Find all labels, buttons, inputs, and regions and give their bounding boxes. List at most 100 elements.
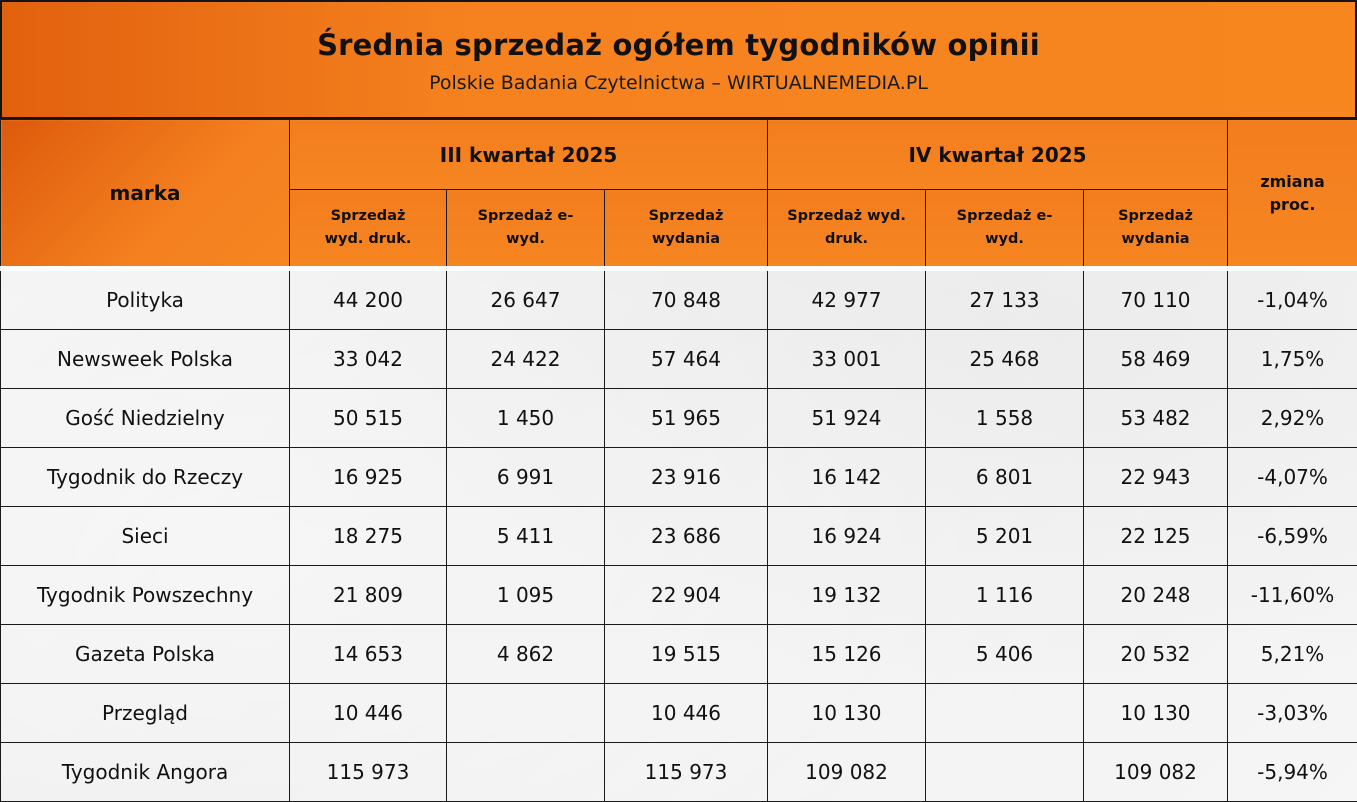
value-cell: 5 406	[925, 624, 1085, 684]
change-cell: -11,60%	[1227, 565, 1357, 625]
sub-column-header-line: wyd. druk.	[324, 231, 412, 247]
value-cell: 22 125	[1083, 506, 1229, 566]
table-body: Polityka 44 200 26 647 70 848 42 977 27 133 70…	[0, 266, 1357, 802]
header-row-subcolumns: Sprzedaż wyd. druk. Sprzedaż e-wyd. Sprzeda…	[1, 189, 1357, 269]
change-header-line-2: proc.	[1269, 195, 1316, 214]
change-cell: -3,03%	[1227, 683, 1357, 743]
value-cell: 19 132	[767, 565, 927, 625]
brand-cell: Przegląd	[0, 683, 290, 743]
brand-cell: Tygodnik Powszechny	[0, 565, 290, 625]
change-cell: 1,75%	[1227, 329, 1357, 389]
brand-cell: Sieci	[0, 506, 290, 566]
sales-table: marka III kwartał 2025 IV kwartał 2025 z…	[0, 119, 1357, 802]
value-cell: 15 126	[767, 624, 927, 684]
brand-cell: Gość Niedzielny	[0, 388, 290, 448]
value-cell: 1 558	[925, 388, 1085, 448]
value-cell: 58 469	[1083, 329, 1229, 389]
value-cell: 5 201	[925, 506, 1085, 566]
change-cell: -1,04%	[1227, 266, 1357, 330]
value-cell	[446, 742, 605, 802]
change-cell: -5,94%	[1227, 742, 1357, 802]
value-cell: 1 116	[925, 565, 1085, 625]
table-row: Tygodnik Angora 115 973 115 973 109 082 109 …	[0, 742, 1357, 802]
sub-column-header-line: wydania	[1121, 231, 1190, 247]
value-cell: 115 973	[289, 742, 447, 802]
sub-column-header-line: wyd.	[506, 231, 545, 247]
change-cell: -4,07%	[1227, 447, 1357, 507]
value-cell: 10 446	[603, 683, 769, 743]
value-cell: 14 653	[289, 624, 447, 684]
sub-column-header-line: Sprzedaż wyd.	[787, 208, 906, 224]
sub-column-header: Sprzedaż wydania	[603, 189, 769, 269]
change-column-header: zmiana proc.	[1227, 119, 1357, 269]
change-cell: 5,21%	[1227, 624, 1357, 684]
value-cell: 1 095	[446, 565, 605, 625]
value-cell: 33 042	[289, 329, 447, 389]
value-cell: 22 943	[1083, 447, 1229, 507]
change-header-line-1: zmiana	[1260, 172, 1325, 191]
sub-column-header-line: wydania	[651, 231, 721, 247]
value-cell: 20 532	[1083, 624, 1229, 684]
table-row: Newsweek Polska 33 042 24 422 57 464 33 001 2…	[0, 329, 1357, 389]
chart-title: Średnia sprzedaż ogółem tygodników opini…	[317, 28, 1040, 62]
value-cell: 21 809	[289, 565, 447, 625]
value-cell: 20 248	[1083, 565, 1229, 625]
value-cell: 57 464	[603, 329, 769, 389]
value-cell: 16 142	[767, 447, 927, 507]
value-cell: 25 468	[925, 329, 1085, 389]
brand-cell: Tygodnik Angora	[0, 742, 290, 802]
value-cell: 51 924	[767, 388, 927, 448]
value-cell: 10 130	[1083, 683, 1229, 743]
value-cell: 22 904	[603, 565, 769, 625]
value-cell: 27 133	[925, 266, 1085, 330]
sub-column-header: Sprzedaż wyd. druk.	[289, 189, 447, 269]
brand-cell: Polityka	[0, 266, 290, 330]
value-cell: 109 082	[1083, 742, 1229, 802]
value-cell: 44 200	[289, 266, 447, 330]
change-cell: 2,92%	[1227, 388, 1357, 448]
value-cell: 53 482	[1083, 388, 1229, 448]
sub-column-header-line: wyd.	[985, 231, 1024, 247]
sub-column-header: Sprzedaż e-wyd.	[925, 189, 1085, 269]
brand-cell: Tygodnik do Rzeczy	[0, 447, 290, 507]
value-cell: 6 991	[446, 447, 605, 507]
quarter-header-q4: IV kwartał 2025	[767, 119, 1229, 190]
value-cell: 10 446	[289, 683, 447, 743]
change-cell: -6,59%	[1227, 506, 1357, 566]
title-banner: Średnia sprzedaż ogółem tygodników opini…	[0, 0, 1357, 119]
sub-column-header-line: Sprzedaż e-	[477, 208, 574, 224]
value-cell: 19 515	[603, 624, 769, 684]
quarter-header-q3: III kwartał 2025	[288, 119, 769, 190]
value-cell: 70 110	[1083, 266, 1229, 330]
sub-column-header: Sprzedaż e-wyd.	[446, 189, 605, 269]
value-cell: 115 973	[603, 742, 769, 802]
table-row: Gość Niedzielny 50 515 1 450 51 965 51 924 1 …	[0, 388, 1357, 448]
header-row-quarters: marka III kwartał 2025 IV kwartał 2025 z…	[0, 119, 1357, 269]
value-cell: 1 450	[446, 388, 605, 448]
sub-column-header-line: Sprzedaż e-	[956, 208, 1053, 224]
value-cell	[925, 683, 1085, 743]
table-row: Tygodnik do Rzeczy 16 925 6 991 23 916 16 14…	[0, 447, 1357, 507]
table-row: Sieci 18 275 5 411 23 686 16 924 5 201 22 125-…	[0, 506, 1357, 566]
sub-column-header-line: Sprzedaż	[648, 208, 724, 224]
value-cell: 6 801	[925, 447, 1085, 507]
brand-column-header: marka	[0, 119, 290, 269]
value-cell: 42 977	[767, 266, 927, 330]
sub-column-header-line: Sprzedaż	[1118, 208, 1193, 224]
value-cell: 23 686	[603, 506, 769, 566]
table-row: Przegląd 10 446 10 446 10 130 10 130 -3,03%	[0, 683, 1357, 743]
sub-column-header-line: druk.	[825, 231, 869, 247]
value-cell: 109 082	[767, 742, 927, 802]
table-row: Gazeta Polska 14 653 4 862 19 515 15 126 5 40…	[0, 624, 1357, 684]
value-cell: 51 965	[603, 388, 769, 448]
value-cell: 18 275	[289, 506, 447, 566]
value-cell: 70 848	[603, 266, 769, 330]
brand-cell: Newsweek Polska	[0, 329, 290, 389]
brand-cell: Gazeta Polska	[0, 624, 290, 684]
value-cell: 23 916	[603, 447, 769, 507]
sub-column-header: Sprzedaż wyd. druk.	[767, 189, 927, 269]
table-row: Polityka 44 200 26 647 70 848 42 977 27 133 70…	[0, 266, 1357, 330]
value-cell: 24 422	[446, 329, 605, 389]
value-cell: 16 925	[289, 447, 447, 507]
